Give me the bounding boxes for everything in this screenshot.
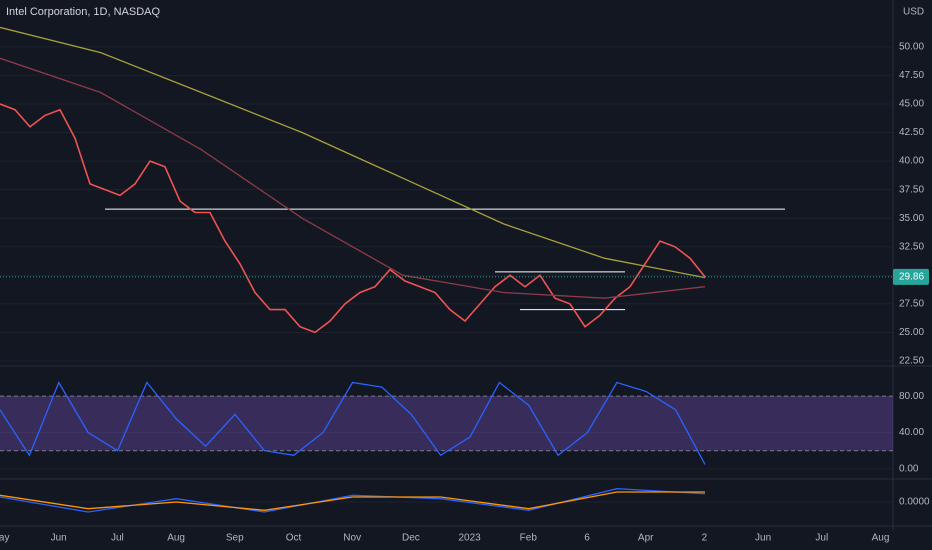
x-tick-label: Jul xyxy=(111,533,124,544)
y-tick-label: 80.00 xyxy=(899,391,924,402)
series-line xyxy=(0,488,706,513)
y-tick-label: 40.00 xyxy=(899,427,924,438)
x-tick-label: Apr xyxy=(638,533,654,544)
y-tick-label: 32.50 xyxy=(899,241,924,252)
x-tick-label: 2 xyxy=(702,533,708,544)
y-tick-label: 45.00 xyxy=(899,99,924,110)
series-line xyxy=(0,103,706,334)
x-tick-label: Aug xyxy=(167,533,185,544)
last-price-box xyxy=(893,268,929,285)
series-line xyxy=(0,381,706,465)
x-tick-label: Jul xyxy=(815,533,828,544)
band xyxy=(0,396,893,451)
x-tick-label: May xyxy=(0,533,9,544)
y-tick-label: 22.50 xyxy=(899,356,924,367)
x-tick-label: Aug xyxy=(872,533,890,544)
y-tick-label: 42.50 xyxy=(899,127,924,138)
x-tick-label: Sep xyxy=(226,533,244,544)
x-tick-label: Nov xyxy=(343,533,361,544)
y-tick-label: 0.00 xyxy=(899,464,919,475)
y-tick-label: 50.00 xyxy=(899,41,924,52)
x-tick-label: Oct xyxy=(286,533,302,544)
x-tick-label: Jun xyxy=(755,533,771,544)
y-tick-label: 47.50 xyxy=(899,70,924,81)
chart-title: Intel Corporation, 1D, NASDAQ xyxy=(6,6,161,18)
x-tick-label: 6 xyxy=(584,533,590,544)
series-line xyxy=(0,26,706,279)
y-tick-label: 40.00 xyxy=(899,156,924,167)
y-tick-label: 0.0000 xyxy=(899,497,930,508)
y-tick-label: 37.50 xyxy=(899,184,924,195)
y-tick-label: 35.00 xyxy=(899,213,924,224)
x-tick-label: Jun xyxy=(51,533,67,544)
x-tick-label: Dec xyxy=(402,533,420,544)
x-tick-label: Feb xyxy=(520,533,538,544)
currency: USD xyxy=(903,7,924,18)
x-tick-label: 2023 xyxy=(458,533,481,544)
series-line xyxy=(0,491,705,511)
y-tick-label: 25.00 xyxy=(899,327,924,338)
last-price-label: 29.86 xyxy=(899,272,924,283)
y-tick-label: 27.50 xyxy=(899,299,924,310)
series-line xyxy=(0,57,706,299)
